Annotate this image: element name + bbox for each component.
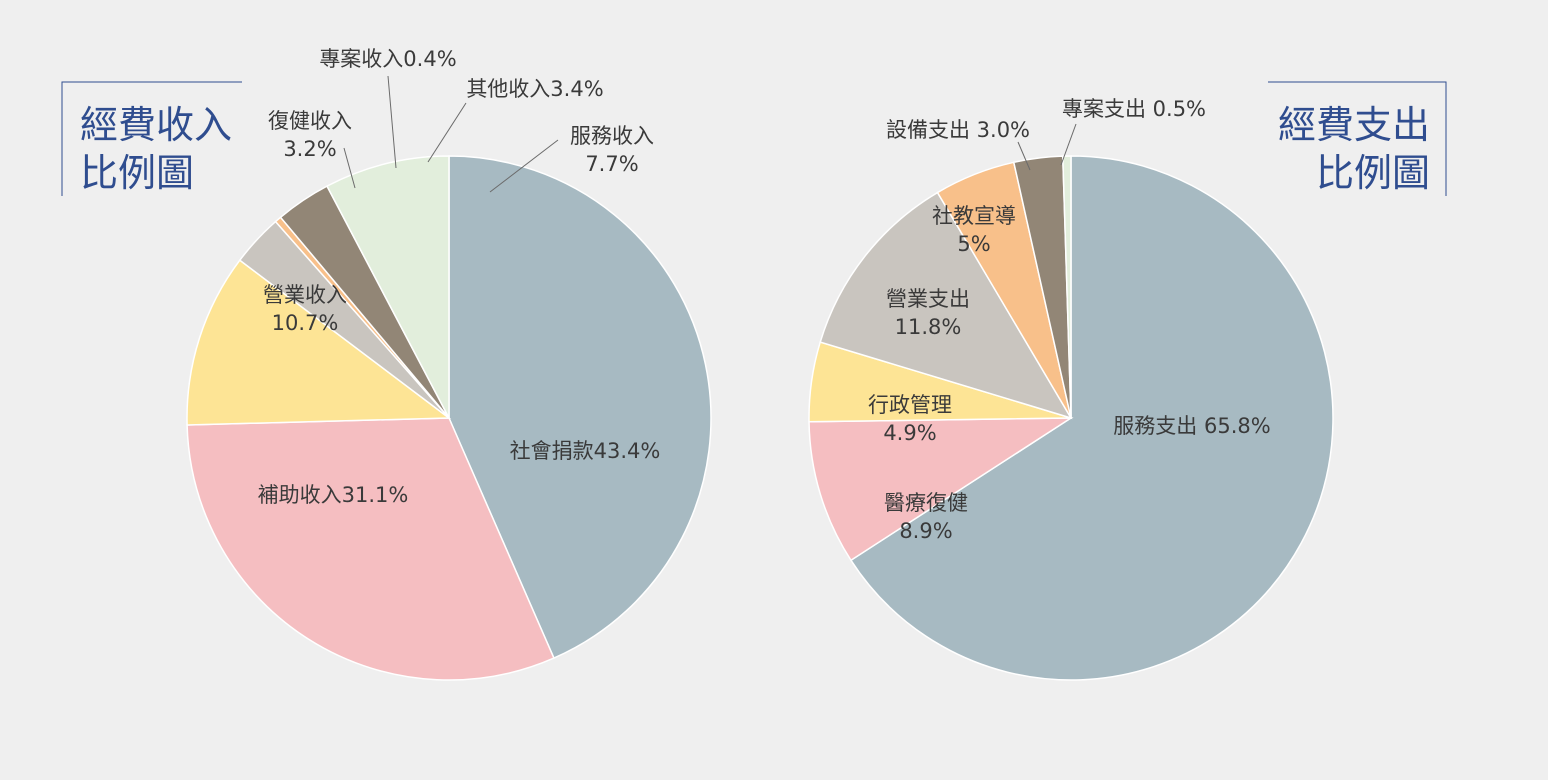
slice-label-2-4: 營業支出 11.8% (886, 287, 970, 339)
slice-label-2-1: 服務支出 65.8% (1113, 414, 1270, 438)
pie-slice-2-2 (808, 417, 1074, 562)
slice-label-line: 醫療復健 (884, 491, 968, 515)
leader-line-1-5 (387, 75, 397, 169)
title-frame-2 (1268, 81, 1447, 196)
slice-label-1-4: 復健收入 3.2% (268, 109, 352, 161)
slice-label-1-3: 營業收入 10.7% (263, 283, 347, 335)
slice-label-line: 11.8% (895, 315, 962, 339)
pie-slice-1-1 (448, 155, 712, 660)
slice-label-line: 服務支出 65.8% (1113, 414, 1270, 438)
slice-label-2-3: 行政管理 4.9% (868, 393, 952, 445)
pie-chart-1: 社會捐款43.4% 補助收入31.1% 營業收入 10.7% 復健收入 3.2% 專案收入0… (61, 47, 712, 681)
chart-title-1: 經費收入比例圖 (80, 103, 232, 195)
slice-label-line: 10.7% (272, 311, 339, 335)
leader-line-1-4 (343, 147, 356, 189)
pie-slice-2-4 (819, 191, 1073, 420)
slice-label-2-7: 專案支出 0.5% (1062, 97, 1206, 121)
chart-title-line: 經費收入 (80, 103, 232, 147)
slice-label-1-5: 專案收入0.4% (319, 47, 456, 71)
leader-line-1-6 (427, 102, 467, 163)
slice-label-line: 4.9% (883, 421, 936, 445)
pie-chart-2: 服務支出 65.8% 醫療復健 8.9% 行政管理 4.9% 營業支出 11.8% 社教宣導 5… (808, 81, 1447, 681)
slice-label-1-2: 補助收入31.1% (258, 483, 409, 507)
slice-label-line: 7.7% (585, 152, 638, 176)
slice-label-line: 營業收入 (263, 283, 347, 307)
leader-line-2-7 (1060, 123, 1077, 166)
slice-label-line: 3.2% (283, 137, 336, 161)
slice-label-line: 設備支出 3.0% (886, 118, 1030, 142)
slice-label-line: 社會捐款43.4% (510, 439, 661, 463)
slice-label-2-6: 設備支出 3.0% (886, 118, 1030, 142)
pie-slice-2-7 (1061, 155, 1072, 419)
slice-label-line: 補助收入31.1% (258, 483, 409, 507)
slice-label-line: 服務收入 (570, 124, 654, 148)
slice-label-line: 8.9% (899, 519, 952, 543)
leader-line-1-7 (489, 139, 559, 193)
pie-slice-1-7 (326, 155, 450, 419)
title-frame-1 (61, 81, 242, 196)
slice-label-line: 專案收入0.4% (319, 47, 456, 71)
slice-label-line: 社教宣導 (932, 204, 1016, 228)
slice-label-line: 專案支出 0.5% (1062, 97, 1206, 121)
slice-label-line: 5% (957, 232, 990, 256)
slice-label-1-6: 其他收入3.4% (466, 77, 603, 101)
chart-title-line: 比例圖 (1316, 151, 1430, 195)
chart-title-line: 比例圖 (80, 151, 194, 195)
pie-slice-2-1 (849, 155, 1334, 681)
slice-label-1-7: 服務收入 7.7% (570, 124, 654, 176)
slice-label-line: 復健收入 (268, 109, 352, 133)
slice-label-line: 行政管理 (868, 393, 952, 417)
chart-title-2: 經費支出比例圖 (1278, 103, 1430, 195)
slice-label-2-5: 社教宣導 5% (932, 204, 1016, 256)
chart-title-line: 經費支出 (1278, 103, 1430, 147)
pie-slice-1-3 (186, 259, 452, 426)
slice-label-line: 其他收入3.4% (466, 77, 603, 101)
leader-line-2-6 (1017, 141, 1031, 171)
slice-label-1-1: 社會捐款43.4% (510, 439, 661, 463)
pie-slice-1-2 (186, 417, 555, 681)
slice-label-line: 營業支出 (886, 287, 970, 311)
slice-label-2-2: 醫療復健 8.9% (884, 491, 968, 543)
